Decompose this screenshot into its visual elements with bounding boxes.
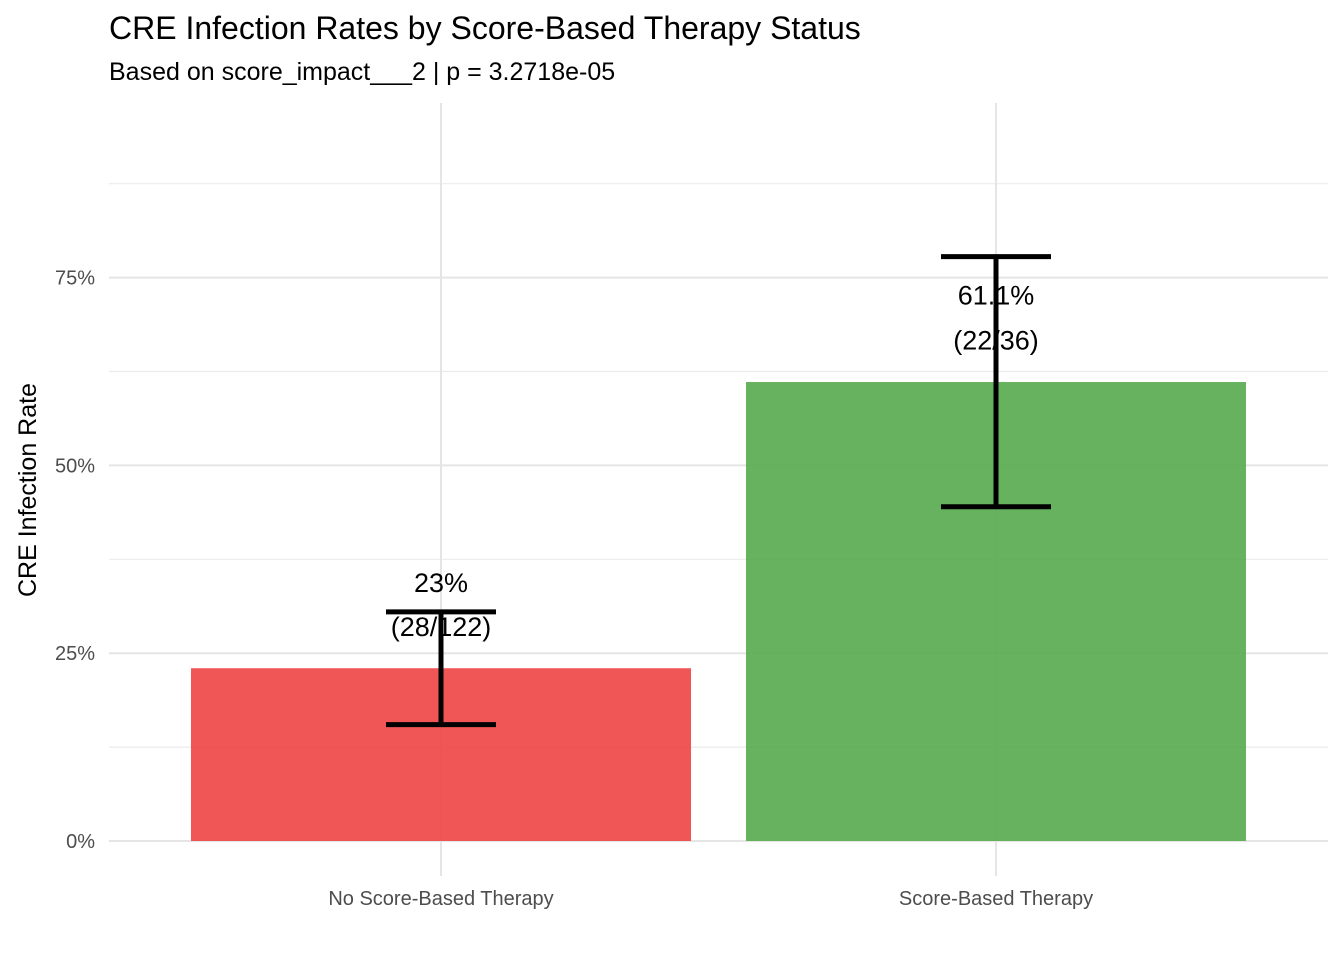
data-label-count: (22/36) [953, 326, 1039, 356]
y-tick-label: 50% [55, 455, 95, 477]
y-axis-label: CRE Infection Rate [14, 383, 42, 597]
data-label-count: (28/122) [391, 612, 492, 642]
bars [191, 382, 1246, 841]
x-tick-label: No Score-Based Therapy [328, 888, 553, 910]
data-label-percent: 23% [414, 568, 468, 598]
chart-subtitle: Based on score_impact___2 | p = 3.2718e-… [109, 58, 616, 86]
data-label-percent: 61.1% [958, 281, 1035, 311]
y-tick-label: 75% [55, 268, 95, 290]
data-labels: 23% (28/122) 61.1% (22/36) [391, 281, 1039, 642]
y-tick-label: 25% [55, 643, 95, 665]
y-axis-ticks: 0% 25% 50% 75% [55, 268, 95, 853]
y-tick-label: 0% [66, 831, 95, 853]
x-tick-label: Score-Based Therapy [899, 888, 1093, 910]
chart-title: CRE Infection Rates by Score-Based Thera… [109, 10, 861, 46]
x-axis-ticks: No Score-Based Therapy Score-Based Therap… [328, 888, 1093, 910]
error-bars [386, 254, 1051, 728]
